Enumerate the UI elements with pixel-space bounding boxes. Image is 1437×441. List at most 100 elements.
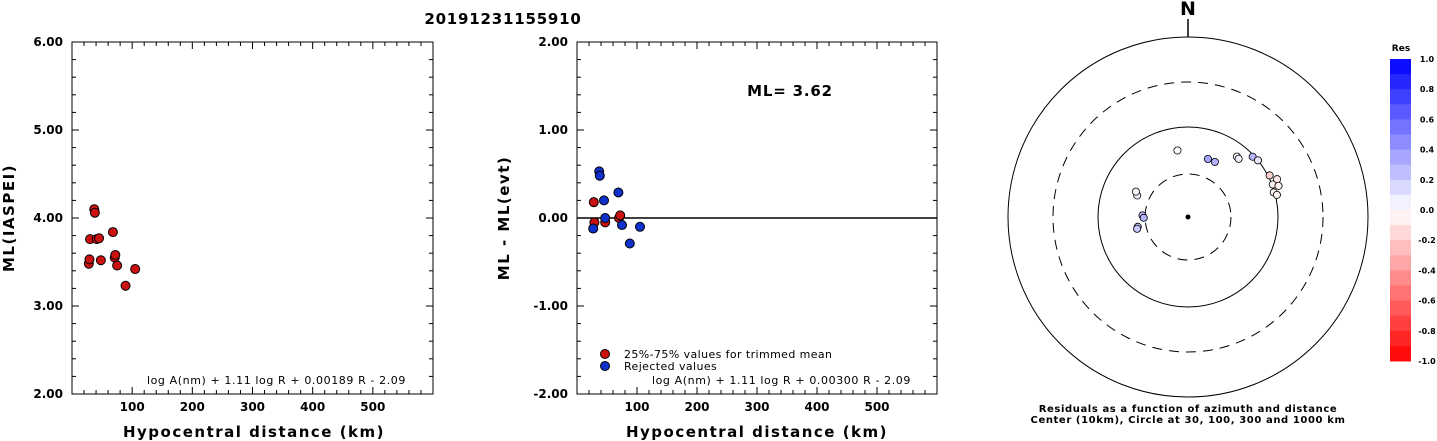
station-residual-point xyxy=(1274,181,1283,190)
y-tick-label: 6.00 xyxy=(33,35,63,49)
station-residual-point xyxy=(1139,213,1148,222)
colorbar-segment xyxy=(1390,119,1411,135)
station-residual-point xyxy=(1272,190,1281,199)
colorbar-segment xyxy=(1390,164,1411,181)
colorbar-segment xyxy=(1390,134,1411,151)
data-point xyxy=(600,213,611,223)
legend-marker-rejected xyxy=(600,361,610,371)
data-point xyxy=(110,249,121,260)
colorbar-tick-label: -0.4 xyxy=(1418,266,1436,275)
x-tick-label: 100 xyxy=(624,400,649,414)
colorbar-tick-label: 1.0 xyxy=(1420,55,1435,64)
colorbar-tick-label: 0.6 xyxy=(1420,115,1435,124)
panel-ml-residual: 100 200 300 400 500 -2.00 -1.00 0.00 1.00 2.00 ML… xyxy=(495,35,938,441)
figure-title: 20191231155910 xyxy=(424,10,581,28)
data-point xyxy=(95,255,106,266)
station-residual-point xyxy=(1131,187,1140,196)
station-residual-point xyxy=(1265,171,1274,180)
legend-label-trimmed: 25%-75% values for trimmed mean xyxy=(624,348,832,361)
colorbar-segment xyxy=(1390,210,1411,226)
y-tick-label: 3.00 xyxy=(33,299,63,313)
colorbar-tick-label: -0.2 xyxy=(1418,236,1436,245)
data-point xyxy=(613,187,624,198)
colorbar-segment xyxy=(1390,179,1411,196)
y-tick-label: -2.00 xyxy=(533,387,568,401)
x-tick-label: 200 xyxy=(180,400,205,414)
station-residual-point xyxy=(1210,157,1219,166)
data-point xyxy=(94,233,105,244)
distance-ring-1000km xyxy=(1007,36,1369,398)
colorbar-tick-label: -1.0 xyxy=(1418,357,1436,366)
data-point xyxy=(615,210,626,221)
x-tick-label: 400 xyxy=(804,400,829,414)
data-point xyxy=(588,197,599,208)
plot-frame-1 xyxy=(71,41,434,395)
legend-label-rejected: Rejected values xyxy=(624,360,717,373)
colorbar-segment xyxy=(1390,285,1411,302)
colorbar-tick-label: 0.2 xyxy=(1420,176,1434,185)
colorbar-segment xyxy=(1390,89,1411,105)
colorbar-segment xyxy=(1390,104,1411,120)
x-tick-label: 300 xyxy=(744,400,769,414)
colorbar-segment xyxy=(1390,59,1411,75)
data-point xyxy=(107,227,118,238)
x-axis-label-1: Hypocentral distance (km) xyxy=(123,423,385,441)
colorbar-title: Res xyxy=(1392,44,1410,54)
caption-line-2: Center (10km), Circle at 30, 100, 300 an… xyxy=(1031,415,1346,426)
x-tick-label: 400 xyxy=(300,400,325,414)
colorbar-segment xyxy=(1390,149,1411,166)
y-tick-label: 4.00 xyxy=(33,211,63,225)
x-tick-label: 500 xyxy=(360,400,385,414)
station-residual-point xyxy=(1133,224,1142,233)
data-point xyxy=(89,207,100,218)
data-point xyxy=(624,238,635,249)
data-point xyxy=(594,170,605,181)
x-tick-label: 200 xyxy=(684,400,709,414)
data-point xyxy=(617,220,627,231)
colorbar-tick-label: 0.4 xyxy=(1420,146,1435,155)
colorbar-segment xyxy=(1390,74,1411,90)
station-residual-point xyxy=(1173,146,1182,155)
panel-ml-iaspei: 100 200 300 400 500 2.00 3.00 4.00 5.00 6.00 ML(I… xyxy=(0,35,434,441)
colorbar-tick-label: -0.6 xyxy=(1418,297,1436,306)
colorbar-tick-label: -0.8 xyxy=(1418,327,1436,336)
y-tick-label: 0.00 xyxy=(538,211,568,225)
colorbar-segment xyxy=(1390,315,1411,332)
distance-ring-300km xyxy=(1052,81,1324,353)
data-point xyxy=(130,264,141,275)
y-axis-label-2: ML - ML(evt) xyxy=(495,156,513,280)
y-tick-label: 5.00 xyxy=(33,123,63,137)
data-point xyxy=(588,223,599,234)
data-point xyxy=(112,260,123,271)
north-label: N xyxy=(1180,0,1196,20)
y-tick-label: 1.00 xyxy=(538,123,568,137)
station-residual-point xyxy=(1253,156,1262,165)
ml-annotation: ML= 3.62 xyxy=(747,82,833,100)
caption-line-1: Residuals as a function of azimuth and d… xyxy=(1039,404,1338,415)
distance-ring-100km xyxy=(1097,126,1279,308)
station-residual-point xyxy=(1273,175,1282,184)
y-tick-label: 2.00 xyxy=(33,387,63,401)
station-residual-point xyxy=(1234,154,1243,163)
y-tick-label: 2.00 xyxy=(538,35,568,49)
colorbar-tick-label: 0.0 xyxy=(1420,206,1435,215)
colorbar-segment xyxy=(1390,194,1411,211)
epicenter-dot xyxy=(1185,214,1191,220)
colorbar-tick-label: 0.8 xyxy=(1420,85,1435,94)
colorbar-segment xyxy=(1390,225,1411,241)
colorbar-segment xyxy=(1390,345,1411,362)
data-point xyxy=(120,280,131,291)
distance-ring-30km xyxy=(1144,173,1232,261)
y-tick-label: -1.00 xyxy=(533,299,568,313)
data-point xyxy=(84,254,95,265)
x-tick-label: 500 xyxy=(864,400,889,414)
colorbar-segment xyxy=(1390,240,1411,256)
data-point xyxy=(599,195,609,206)
y-axis-label-1: ML(IASPEI) xyxy=(0,164,18,272)
formula-1: log A(nm) + 1.11 log R + 0.00189 R - 2.0… xyxy=(147,374,406,387)
panel-polar-residuals: N Residuals as a function of azimuth and… xyxy=(1007,0,1436,426)
x-tick-label: 100 xyxy=(120,400,145,414)
data-point xyxy=(635,221,645,232)
colorbar-segment xyxy=(1390,270,1411,286)
